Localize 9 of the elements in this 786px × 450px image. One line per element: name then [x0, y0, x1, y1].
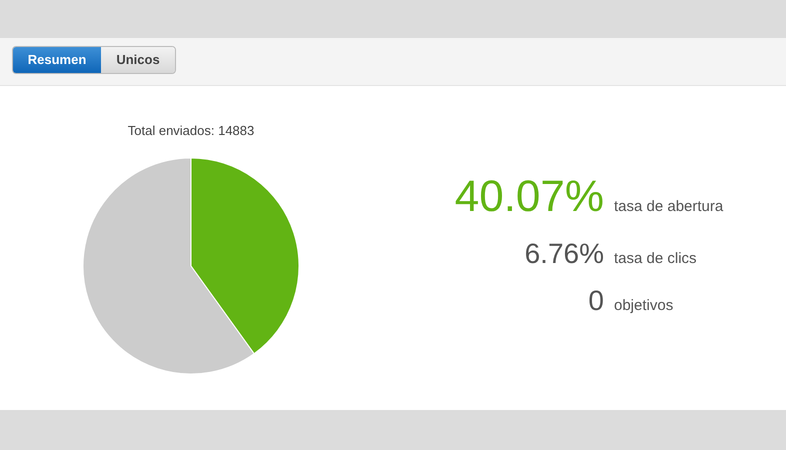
chart-title: Total enviados: 14883	[128, 123, 254, 138]
text: tasa de abertura	[614, 198, 724, 215]
text: Unicos	[101, 47, 175, 73]
text: Resumen	[13, 47, 101, 73]
text: 6.76%	[524, 238, 604, 270]
text: objetivos	[614, 297, 674, 314]
text: 0	[587, 285, 604, 317]
text: 40.07%	[454, 172, 604, 222]
text: tasa de clics	[614, 250, 697, 267]
